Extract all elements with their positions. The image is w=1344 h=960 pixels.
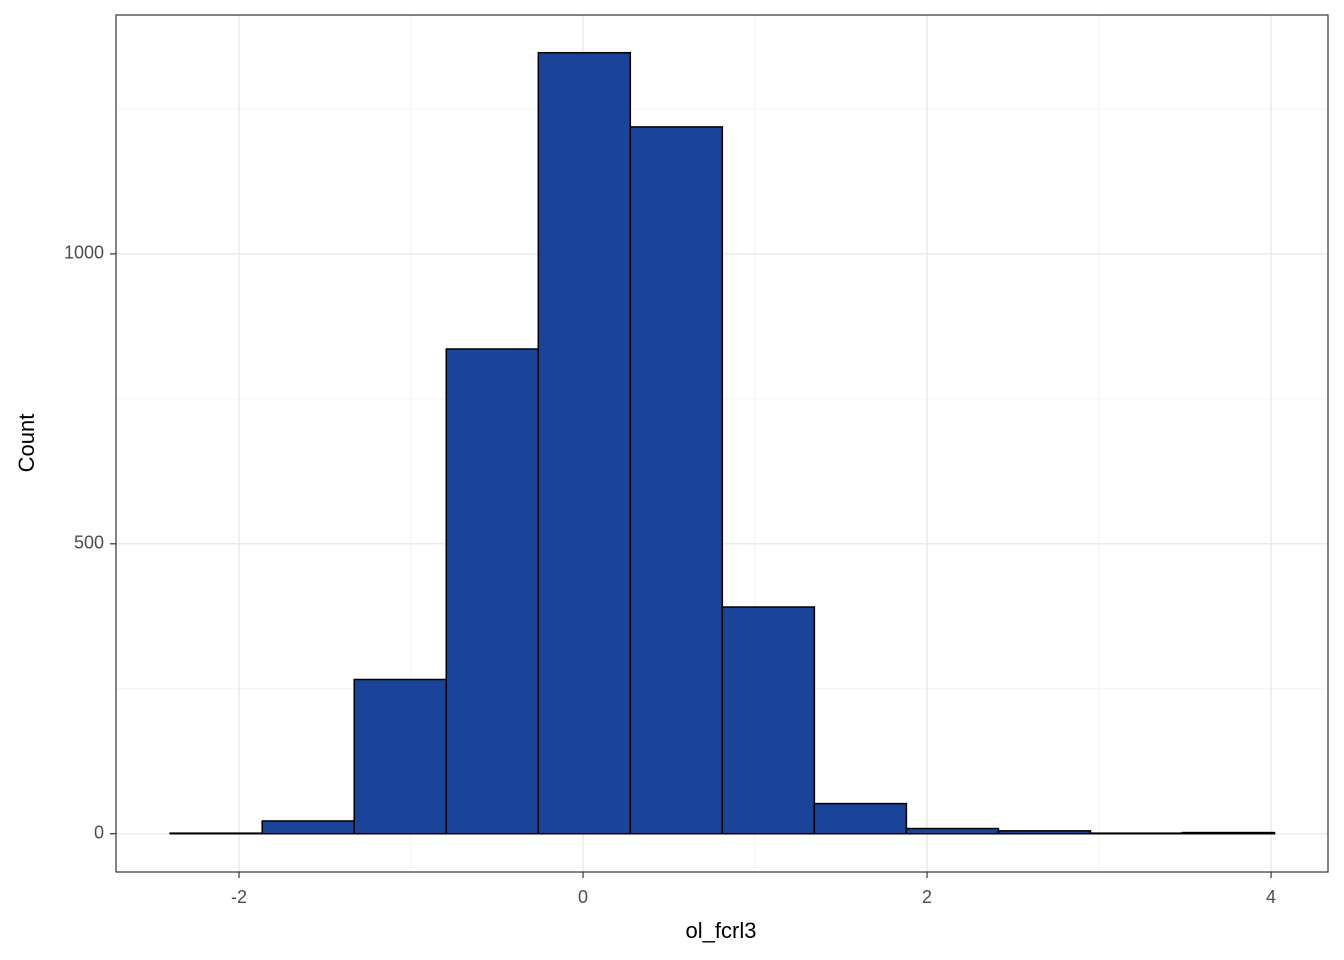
bar: [1181, 831, 1276, 835]
bar: [629, 126, 724, 835]
bar: [813, 802, 908, 835]
bar: [721, 606, 816, 835]
y-tick-label: 1000: [64, 243, 104, 263]
y-axis-title: Count: [14, 414, 39, 473]
bar: [905, 827, 1000, 835]
y-tick-label: 500: [74, 533, 104, 553]
x-tick-label: -2: [231, 887, 247, 907]
y-tick-label: 0: [94, 822, 104, 842]
x-axis-title: ol_fcrl3: [686, 918, 757, 943]
bar: [169, 832, 263, 835]
bar: [445, 348, 540, 835]
bar: [353, 678, 448, 835]
bar: [261, 820, 355, 835]
x-tick-label: 4: [1266, 887, 1276, 907]
bar: [997, 830, 1092, 835]
x-tick-label: 2: [922, 887, 932, 907]
bar: [537, 51, 632, 835]
x-tick-label: 0: [578, 887, 588, 907]
panel-border: [115, 14, 1329, 873]
bar: [1089, 832, 1184, 835]
